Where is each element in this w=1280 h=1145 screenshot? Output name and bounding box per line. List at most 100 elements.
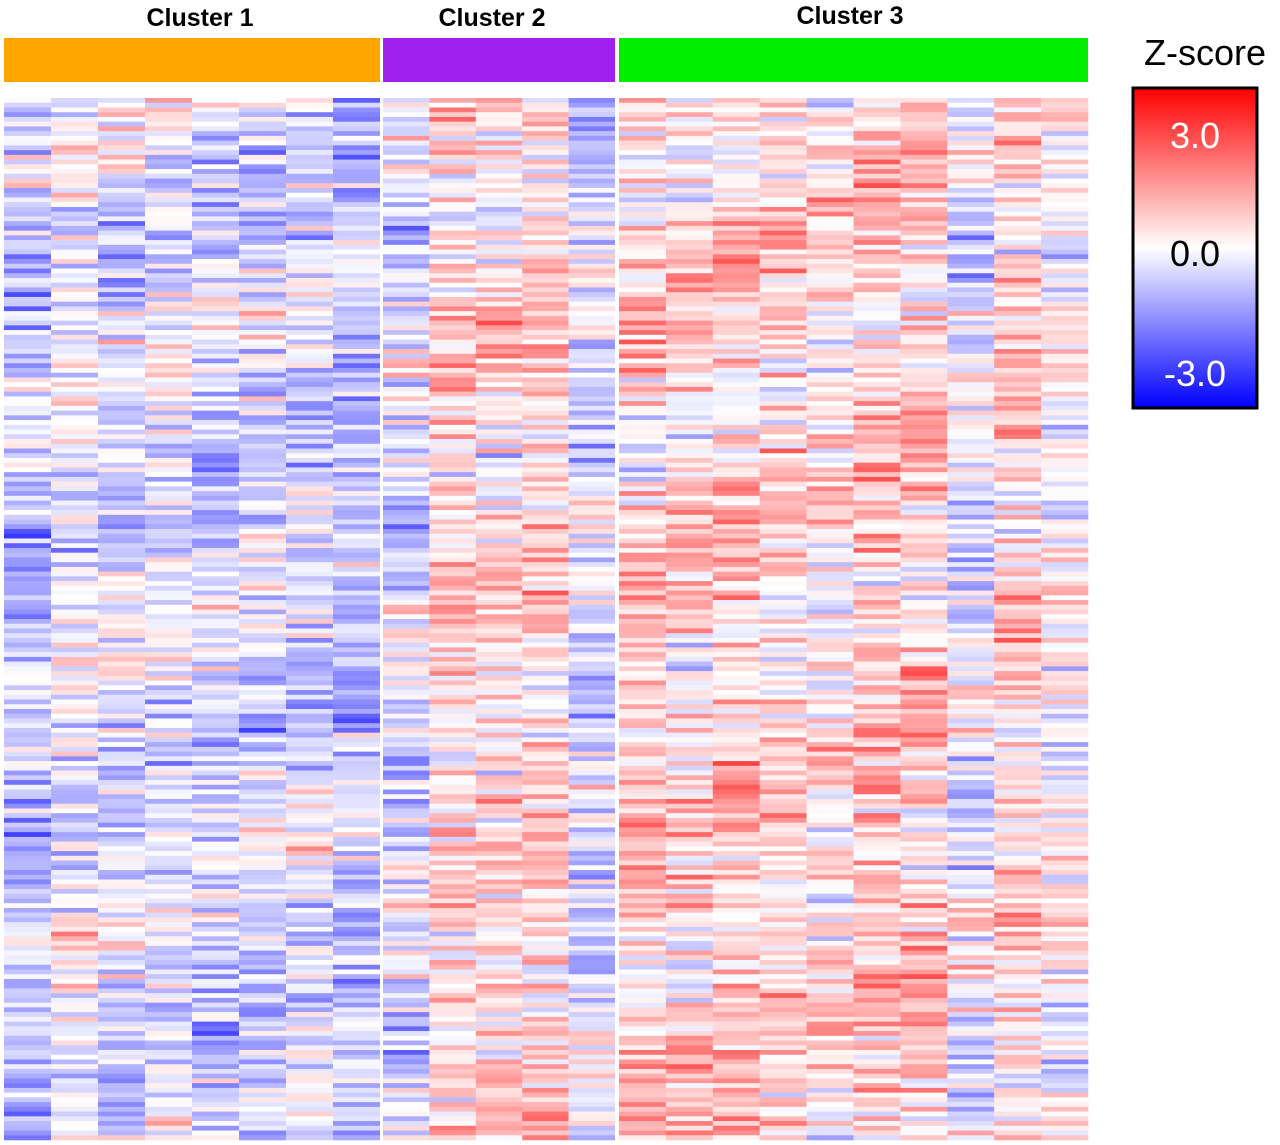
heatmap-cell	[429, 306, 477, 312]
heatmap-cell	[994, 98, 1042, 104]
heatmap-cell	[383, 131, 430, 137]
heatmap-cell	[98, 888, 146, 895]
heatmap-cell	[1041, 571, 1089, 577]
heatmap-cell	[239, 860, 287, 866]
heatmap-cell	[853, 202, 901, 208]
heatmap-cell	[853, 453, 901, 459]
heatmap-cell	[1041, 656, 1089, 662]
heatmap-cell	[286, 1092, 334, 1098]
heatmap-cell	[145, 263, 193, 269]
heatmap-cell	[429, 870, 477, 876]
heatmap-cell	[994, 192, 1042, 198]
heatmap-cell	[4, 832, 52, 838]
heatmap-cell	[4, 112, 52, 118]
heatmap-cell	[4, 1087, 52, 1093]
heatmap-cell	[759, 519, 807, 525]
heatmap-cell	[383, 960, 430, 966]
heatmap-cell	[475, 893, 523, 899]
heatmap-cell	[98, 1087, 146, 1093]
heatmap-cell	[522, 1045, 569, 1051]
heatmap-column-c3-8	[947, 98, 995, 1141]
heatmap-cell	[568, 822, 616, 828]
heatmap-cell	[98, 500, 146, 506]
heatmap-cell	[853, 1083, 901, 1089]
heatmap-cell	[853, 519, 901, 525]
heatmap-cell	[806, 836, 854, 842]
heatmap-cell	[51, 230, 99, 236]
heatmap-cell	[853, 330, 901, 336]
heatmap-cell	[806, 708, 854, 715]
heatmap-cell	[239, 320, 287, 326]
heatmap-cell	[383, 500, 430, 506]
heatmap-cell	[900, 1073, 948, 1079]
heatmap-cell	[900, 888, 948, 895]
heatmap-cell	[333, 841, 381, 847]
heatmap-cell	[192, 401, 240, 407]
heatmap-cell	[712, 192, 760, 198]
heatmap-cell	[192, 590, 240, 596]
heatmap-cell	[665, 737, 714, 743]
heatmap-cell	[98, 832, 146, 838]
heatmap-cell	[568, 533, 616, 539]
heatmap-cell	[665, 600, 714, 606]
heatmap-cell	[192, 765, 240, 771]
heatmap-cell	[333, 609, 381, 615]
heatmap-cell	[759, 192, 807, 198]
heatmap-cell	[1041, 685, 1089, 691]
heatmap-cell	[759, 851, 807, 857]
heatmap-cell	[192, 486, 240, 492]
heatmap-cell	[192, 1054, 240, 1060]
heatmap-cell	[239, 836, 287, 842]
heatmap-cell	[853, 642, 901, 648]
heatmap-cell	[239, 396, 287, 402]
heatmap-cell	[522, 808, 569, 814]
heatmap-cell	[286, 855, 334, 861]
heatmap-cell	[475, 325, 523, 331]
heatmap-cell	[619, 112, 667, 118]
heatmap-cell	[853, 254, 901, 260]
heatmap-cell	[665, 1097, 714, 1103]
heatmap-cell	[900, 978, 948, 984]
heatmap-cell	[619, 211, 667, 217]
heatmap-cell	[192, 893, 240, 899]
heatmap-cell	[665, 282, 714, 288]
heatmap-cell	[475, 244, 523, 250]
heatmap-cell	[806, 784, 854, 790]
heatmap-cell	[192, 320, 240, 326]
heatmap-cell	[759, 794, 807, 800]
heatmap-cell	[568, 396, 616, 402]
heatmap-cell	[286, 1083, 334, 1089]
heatmap-cell	[192, 723, 240, 729]
heatmap-cell	[98, 1135, 146, 1141]
heatmap-cell	[712, 817, 760, 823]
heatmap-cell	[98, 268, 146, 274]
heatmap-cell	[239, 803, 287, 809]
heatmap-cell	[853, 150, 901, 156]
heatmap-cell	[383, 524, 430, 530]
heatmap-cell	[429, 126, 477, 132]
heatmap-cell	[286, 1040, 334, 1046]
heatmap-cell	[333, 1021, 381, 1027]
heatmap-cell	[4, 439, 52, 445]
heatmap-cell	[51, 424, 99, 430]
heatmap-cell	[383, 808, 430, 814]
heatmap-cell	[665, 349, 714, 355]
heatmap-cell	[712, 415, 760, 421]
heatmap-cell	[619, 1026, 667, 1032]
heatmap-cell	[51, 661, 99, 667]
heatmap-cell	[286, 576, 334, 582]
heatmap-cell	[994, 159, 1042, 165]
heatmap-cell	[383, 334, 430, 340]
heatmap-cell	[286, 296, 334, 302]
heatmap-cell	[383, 557, 430, 563]
heatmap-cell	[51, 893, 99, 899]
heatmap-cell	[333, 571, 381, 577]
heatmap-cell	[900, 727, 948, 733]
heatmap-cell	[522, 775, 569, 781]
heatmap-cell	[853, 292, 901, 298]
heatmap-cell	[853, 334, 901, 340]
heatmap-cell	[475, 1097, 523, 1103]
heatmap-cell	[239, 780, 287, 786]
heatmap-cell	[475, 135, 523, 141]
heatmap-cell	[286, 1087, 334, 1093]
